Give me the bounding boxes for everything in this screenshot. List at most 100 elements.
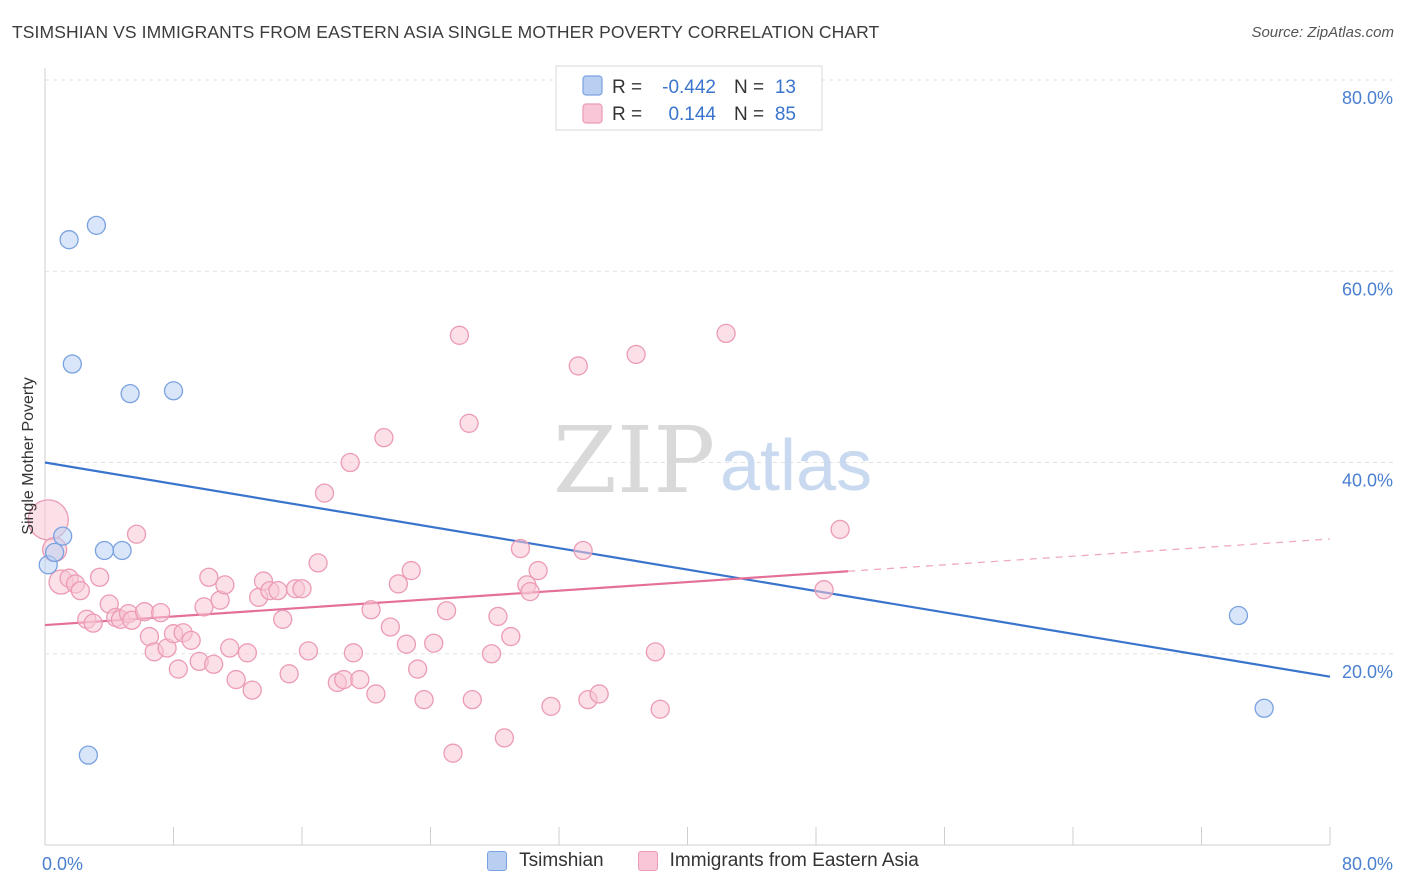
y-axis-label: Single Mother Poverty	[20, 377, 37, 534]
point-1-29	[215, 575, 235, 595]
legend-swatch-immigrants	[582, 103, 603, 124]
point-1-15	[134, 602, 155, 622]
legend-n-label-tsimshian: N =	[734, 77, 764, 98]
trend-line-1	[44, 570, 849, 627]
point-0-12	[1254, 698, 1274, 718]
point-1-80	[650, 699, 670, 719]
watermark-atlas: atlas	[720, 426, 872, 506]
point-1-5	[70, 580, 90, 601]
point-1-18	[150, 602, 171, 623]
point-1-8	[83, 613, 103, 633]
chart-source: Source: ZipAtlas.com	[1251, 24, 1394, 41]
chart-title: TSIMSHIAN VS IMMIGRANTS FROM EASTERN ASI…	[12, 22, 880, 42]
point-0-9	[44, 542, 65, 563]
trend-line-dashed-1	[848, 538, 1331, 572]
point-1-31	[226, 669, 246, 690]
legend-r-label-immigrants: R =	[612, 104, 642, 125]
point-1-74	[568, 356, 588, 376]
legend-r-label-tsimshian: R =	[612, 77, 642, 98]
point-0-7	[112, 540, 132, 561]
point-0-11	[1228, 605, 1249, 626]
point-1-42	[298, 641, 319, 661]
legend-item-immigrants: Immigrants from Eastern Asia	[637, 850, 919, 872]
point-0-1	[86, 215, 107, 236]
trend-line-0	[44, 461, 1331, 678]
point-1-62	[449, 325, 470, 345]
point-1-50	[361, 600, 381, 620]
point-1-66	[488, 606, 508, 627]
point-1-43	[308, 553, 328, 573]
point-1-53	[380, 617, 400, 637]
point-1-73	[541, 696, 561, 716]
bottom-legend: Tsimshian Immigrants from Eastern Asia	[0, 850, 1406, 872]
point-1-72	[528, 560, 548, 581]
legend-item-tsimshian: Tsimshian	[487, 850, 604, 872]
grid-lines	[45, 79, 1393, 655]
point-1-54	[388, 574, 409, 594]
point-1-48	[343, 643, 364, 663]
point-0-2	[62, 354, 82, 374]
point-1-59	[424, 633, 444, 653]
point-1-6	[89, 567, 110, 587]
point-1-63	[459, 413, 479, 433]
point-1-82	[814, 580, 834, 600]
point-1-38	[273, 609, 293, 629]
point-1-65	[481, 644, 502, 664]
point-0-6	[94, 540, 115, 561]
point-1-30	[220, 638, 240, 658]
watermark-zip: ZIP	[553, 407, 715, 514]
point-1-47	[340, 452, 360, 473]
point-1-78	[626, 344, 646, 365]
legend-n-label-immigrants: N =	[734, 104, 764, 125]
point-1-67	[494, 728, 515, 748]
point-1-32	[237, 643, 258, 663]
y-tick-labels: 80.0% 60.0% 40.0% 20.0%	[1342, 88, 1393, 682]
point-1-27	[204, 654, 224, 674]
y-tick-label-3: 20.0%	[1342, 662, 1393, 682]
point-1-68	[501, 626, 521, 647]
point-0-0	[59, 230, 79, 250]
point-1-81	[716, 323, 736, 344]
point-1-23	[181, 630, 201, 651]
point-1-21	[168, 659, 188, 679]
x-tick-labels: 0.0% 80.0%	[42, 854, 1393, 874]
legend-r-value-tsimshian: -0.442	[662, 77, 716, 98]
point-0-3	[120, 383, 140, 404]
point-1-83	[830, 519, 850, 540]
point-1-64	[462, 690, 482, 710]
data-points	[27, 215, 1274, 765]
point-0-5	[53, 526, 73, 546]
y-tick-label-1: 60.0%	[1342, 279, 1393, 299]
series-1-points	[27, 323, 850, 763]
watermark: ZIP atlas	[553, 407, 872, 514]
point-1-77	[589, 684, 609, 704]
x-tick-label-1: 80.0%	[1342, 854, 1393, 874]
x-tick-label-0: 0.0%	[42, 854, 83, 874]
point-1-69	[510, 538, 531, 559]
point-1-46	[334, 669, 354, 690]
legend-swatch-immigrants-bottom	[637, 851, 658, 871]
point-1-55	[396, 634, 417, 654]
y-tick-label-0: 80.0%	[1342, 88, 1393, 108]
point-1-39	[279, 664, 299, 684]
point-1-58	[414, 690, 434, 710]
point-1-49	[350, 669, 370, 690]
point-0-10	[78, 745, 99, 765]
point-1-25	[194, 597, 214, 617]
point-1-14	[126, 524, 147, 544]
point-1-51	[366, 684, 386, 704]
legend-r-value-immigrants: 0.144	[668, 104, 716, 125]
legend-swatch-tsimshian	[582, 75, 603, 96]
point-1-75	[573, 540, 593, 561]
point-1-41	[292, 579, 312, 599]
point-1-57	[407, 659, 428, 679]
legend-label-tsimshian: Tsimshian	[519, 850, 604, 871]
point-1-71	[520, 581, 540, 602]
legend-label-immigrants: Immigrants from Eastern Asia	[669, 850, 919, 871]
point-1-33	[242, 680, 262, 700]
legend-n-value-tsimshian: 13	[775, 77, 796, 98]
point-1-79	[645, 642, 666, 662]
y-tick-label-2: 40.0%	[1342, 471, 1393, 491]
series-0-points	[38, 215, 1274, 765]
